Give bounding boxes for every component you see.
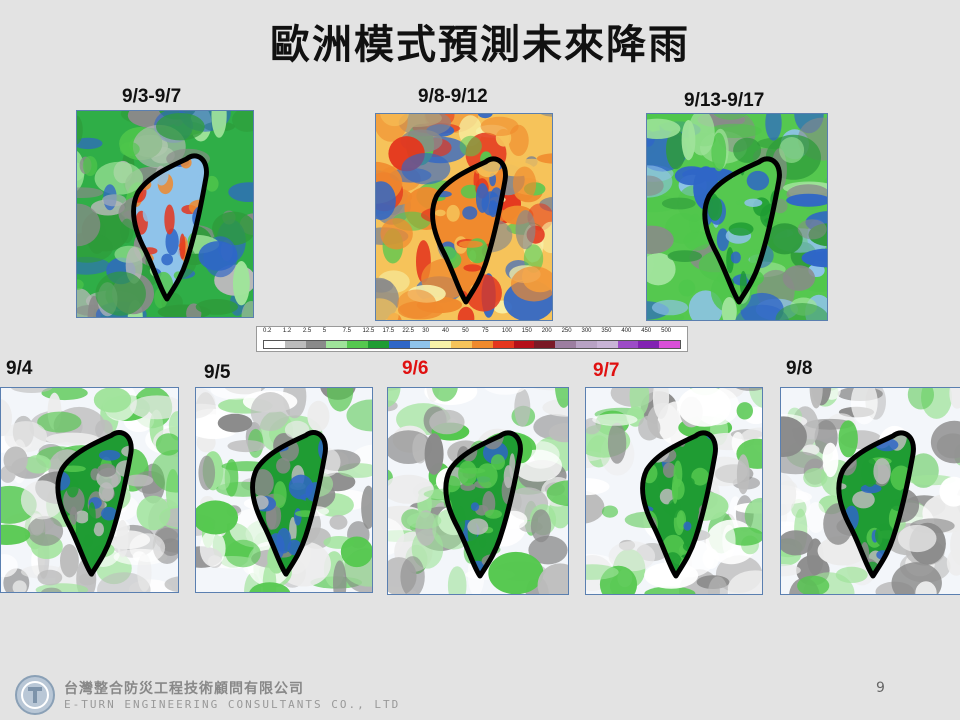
- rain-map-canvas: [196, 388, 372, 592]
- precipitation-legend: 0.2 1.2 2.5 5 7.5 12.5 17.5 22.5 30 40 50 75 100 150 2…: [256, 326, 688, 352]
- company-name: 台灣整合防災工程技術顧問有限公司: [64, 681, 304, 697]
- rain-map-canvas: [77, 111, 253, 317]
- rain-map-canvas: [586, 388, 762, 594]
- rain-map-day-3: [387, 387, 569, 595]
- page-number: 9: [876, 680, 885, 696]
- rain-map-top-3: [646, 113, 828, 321]
- rain-map-day-5: [780, 387, 960, 595]
- rain-map-canvas: [781, 388, 960, 594]
- map-label-top-3: 9/13-9/17: [684, 90, 765, 111]
- map-label-day-4: 9/7: [593, 360, 620, 381]
- map-label-top-1: 9/3-9/7: [122, 86, 182, 107]
- legend-ticks: 0.2 1.2 2.5 5 7.5 12.5 17.5 22.5 30 40 50 75 100 150 2…: [263, 328, 672, 334]
- rain-map-day-2: [195, 387, 373, 593]
- page-title: 歐洲模式預測未來降雨: [270, 22, 690, 68]
- rain-map-top-1: [76, 110, 254, 318]
- company-name-en: E-TURN ENGINEERING CONSULTANTS CO., LTD: [64, 698, 401, 711]
- rain-map-canvas: [1, 388, 178, 592]
- legend-colorbar: [263, 340, 681, 349]
- rain-map-canvas: [376, 114, 552, 320]
- rain-map-canvas: [388, 388, 568, 594]
- map-label-day-1: 9/4: [6, 358, 33, 379]
- map-label-day-5: 9/8: [786, 358, 813, 379]
- map-label-top-2: 9/8-9/12: [418, 86, 488, 107]
- map-label-day-2: 9/5: [204, 362, 231, 383]
- rain-map-canvas: [647, 114, 827, 320]
- rain-map-top-2: [375, 113, 553, 321]
- rain-map-day-4: [585, 387, 763, 595]
- company-logo-icon: [15, 675, 55, 715]
- map-label-day-3: 9/6: [402, 358, 429, 379]
- rain-map-day-1: [0, 387, 179, 593]
